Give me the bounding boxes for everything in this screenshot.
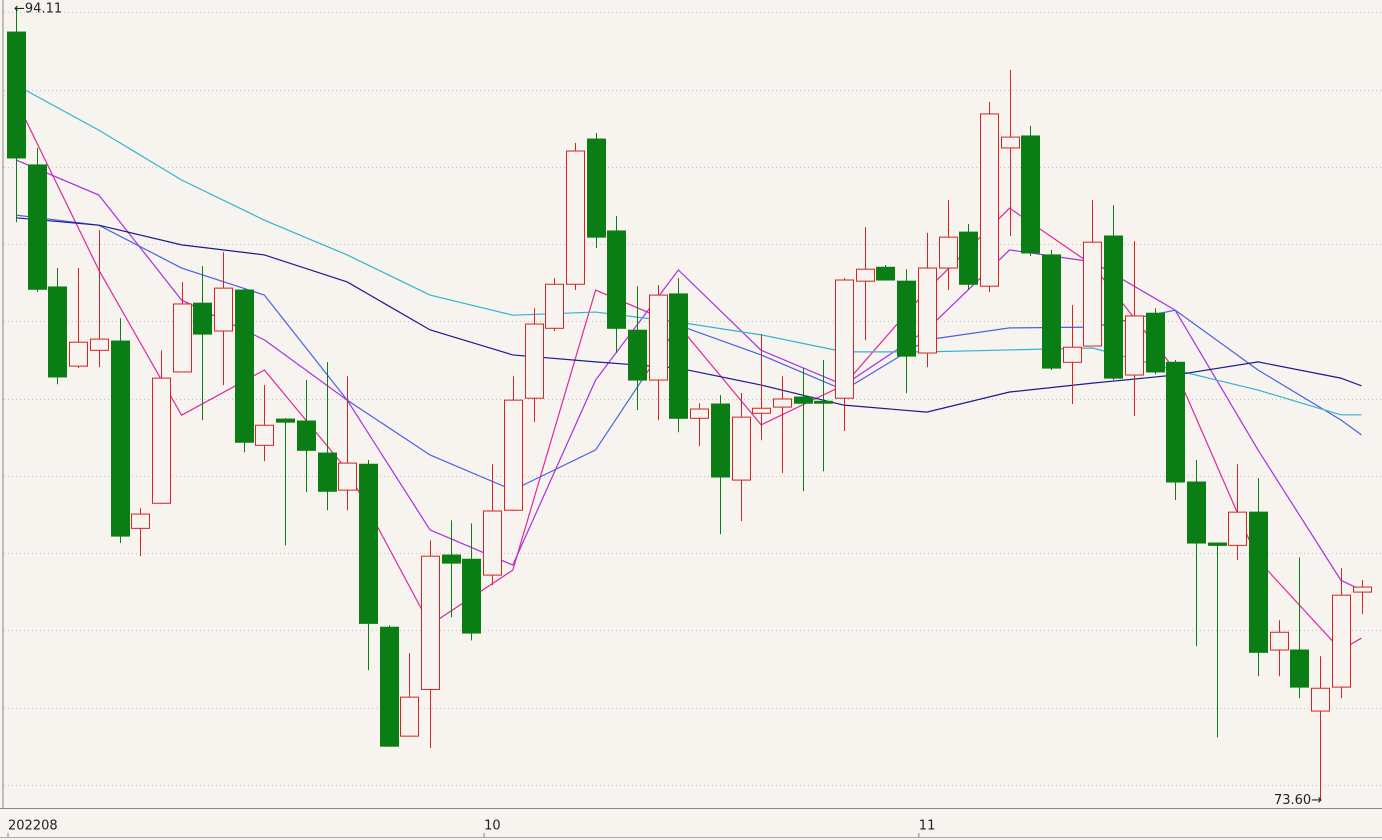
candle-body xyxy=(959,231,978,285)
candle-body xyxy=(1042,254,1061,369)
candle-body xyxy=(255,424,274,446)
candle-body xyxy=(152,377,171,504)
candle-body xyxy=(318,452,337,492)
candle-body xyxy=(773,398,792,408)
moving-average-line xyxy=(15,217,1362,413)
candle-body xyxy=(607,230,626,329)
candle-body xyxy=(400,696,419,737)
candle-body xyxy=(711,403,730,478)
candle-body xyxy=(814,400,833,404)
candle-body xyxy=(1208,542,1227,546)
candle-body xyxy=(1083,241,1102,347)
candle-body xyxy=(876,266,895,281)
candle-body xyxy=(69,341,88,367)
candle-body xyxy=(193,302,212,335)
candle-body xyxy=(297,420,316,451)
candle-body xyxy=(235,289,254,443)
candle-body xyxy=(856,268,875,282)
candle-body xyxy=(690,408,709,419)
candle-body xyxy=(669,293,688,419)
x-tick-label: 11 xyxy=(919,819,936,834)
candle-body xyxy=(7,31,26,159)
candle-body xyxy=(276,418,295,423)
candle-body xyxy=(442,554,461,564)
x-tick-label: 10 xyxy=(484,819,501,834)
candle-body xyxy=(338,462,357,491)
candle-body xyxy=(504,399,523,511)
candle-body xyxy=(214,287,233,332)
candle-body xyxy=(1021,135,1040,254)
candle-body xyxy=(359,463,378,624)
candle-body xyxy=(421,555,440,690)
candle-body xyxy=(90,338,109,351)
candle-body xyxy=(587,138,606,238)
candle-body xyxy=(1146,312,1165,373)
candle-body xyxy=(1249,511,1268,653)
candle-body xyxy=(28,164,47,290)
candle-body xyxy=(752,407,771,414)
candle-body xyxy=(1311,687,1330,712)
candle-body xyxy=(525,323,544,399)
candle-body xyxy=(462,558,481,634)
candle-body xyxy=(1166,361,1185,483)
candle-body xyxy=(380,626,399,747)
candle-body xyxy=(897,280,916,357)
candle-body xyxy=(732,416,751,481)
candle-body xyxy=(566,150,585,285)
candle-body xyxy=(1332,594,1351,688)
candle-body xyxy=(1228,511,1247,546)
candle-body xyxy=(1104,235,1123,379)
candle-body xyxy=(1353,586,1372,593)
candle-body xyxy=(628,329,647,381)
candle-body xyxy=(649,294,668,381)
candle-body xyxy=(1270,631,1289,651)
candle-body xyxy=(1063,346,1082,363)
candle-body xyxy=(918,267,937,354)
x-tick-label: 202208 xyxy=(8,819,58,834)
candle-body xyxy=(131,513,150,529)
candle-body xyxy=(173,303,192,373)
candle-body xyxy=(483,510,502,576)
candle-body xyxy=(1187,481,1206,544)
candle-body xyxy=(545,283,564,329)
candle-body xyxy=(1125,315,1144,376)
candle-body xyxy=(1001,136,1020,149)
candle-body xyxy=(794,396,813,404)
candle-body xyxy=(48,286,67,378)
candle-body xyxy=(111,340,130,537)
candle-body xyxy=(939,236,958,269)
high-label: ←94.11 xyxy=(14,2,62,17)
candle-body xyxy=(980,113,999,287)
low-label: 73.60→ xyxy=(1274,793,1322,808)
candle-body xyxy=(835,279,854,399)
candle-body xyxy=(1290,649,1309,688)
